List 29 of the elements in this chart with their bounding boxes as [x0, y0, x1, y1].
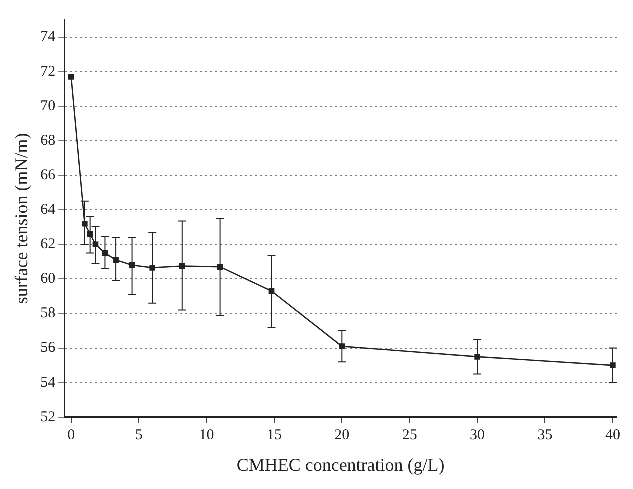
x-axis-title: CMHEC concentration (g/L) [236, 454, 445, 475]
y-tick-label: 58 [40, 306, 56, 322]
x-tick-label: 0 [68, 427, 76, 444]
x-tick-label: 30 [470, 427, 486, 444]
y-axis-title: surface tension (mN/m) [12, 133, 32, 304]
y-tick-label: 68 [40, 132, 56, 149]
x-tick-label: 10 [199, 427, 214, 444]
y-tick-label: 54 [40, 374, 56, 391]
x-tick-label: 5 [135, 427, 143, 444]
point [474, 354, 480, 360]
point [610, 362, 616, 368]
point [82, 220, 88, 227]
y-tick-label: 66 [40, 167, 56, 184]
point [150, 265, 156, 271]
x-tick-label: 25 [402, 427, 418, 444]
y-tick-label: 70 [40, 98, 56, 114]
y-tick-label: 56 [40, 340, 56, 356]
y-tick-label: 64 [40, 202, 56, 218]
x-tick-label: 40 [605, 427, 620, 444]
y-tick-label: 74 [40, 29, 56, 46]
y-tick-label: 52 [40, 409, 56, 426]
x-tick-label: 35 [538, 427, 553, 444]
x-tick-label: 15 [266, 427, 282, 444]
y-tick-label: 60 [40, 271, 56, 288]
x-tick-label: 20 [334, 427, 350, 444]
point [68, 74, 74, 80]
y-tick-label: 72 [40, 64, 56, 80]
point [339, 344, 346, 350]
y-tick-label: 62 [40, 236, 56, 253]
